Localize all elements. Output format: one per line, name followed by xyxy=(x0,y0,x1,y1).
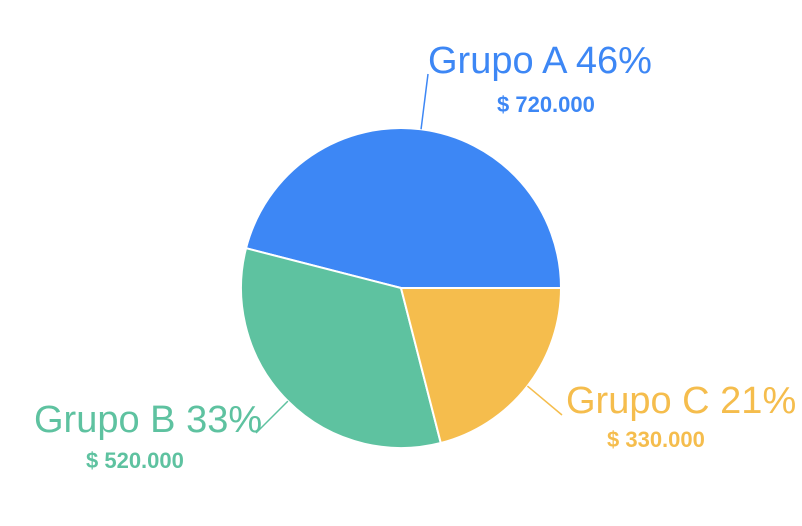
pie-slices xyxy=(240,127,562,449)
pie-slice-grupo-a xyxy=(245,127,562,289)
label-grupo-b: Grupo B 33% xyxy=(34,399,262,441)
leader-lines xyxy=(255,73,563,434)
leader-line-grupo-b xyxy=(255,400,289,434)
value-grupo-a: $ 720.000 xyxy=(497,92,595,117)
label-grupo-a: Grupo A 46% xyxy=(428,40,652,82)
pie-slice-grupo-c xyxy=(400,287,562,444)
value-grupo-c: $ 330.000 xyxy=(607,427,705,452)
leader-line-grupo-a xyxy=(420,73,429,130)
value-grupo-b: $ 520.000 xyxy=(86,448,184,473)
label-grupo-c: Grupo C 21% xyxy=(566,380,796,422)
pie-slice-grupo-b xyxy=(240,247,442,449)
leader-line-grupo-c xyxy=(526,385,563,416)
